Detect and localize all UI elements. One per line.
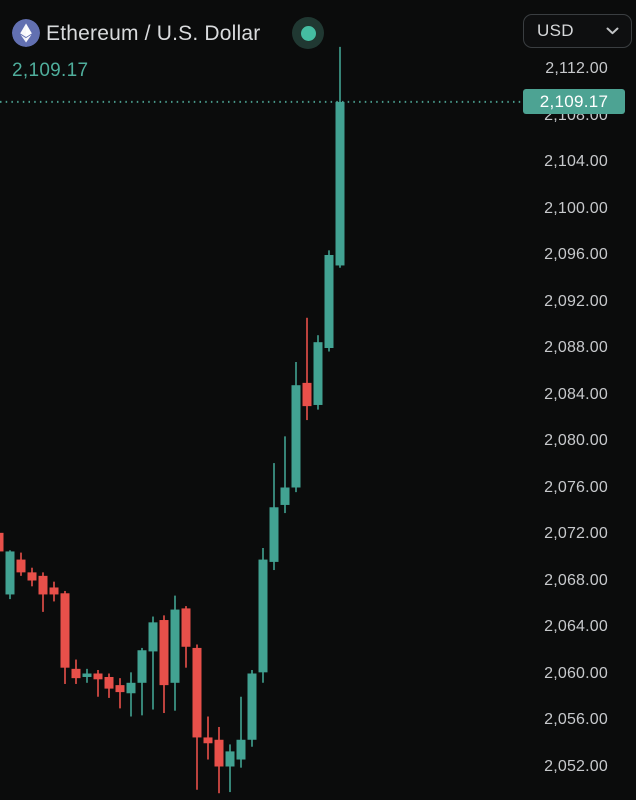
- price-axis-label: 2,104.00: [544, 153, 608, 170]
- price-axis-label: 2,068.00: [544, 571, 608, 589]
- candle-body: [82, 673, 92, 677]
- price-axis-label: 2,084.00: [544, 385, 608, 403]
- price-axis-label: 2,056.00: [544, 711, 608, 728]
- price-axis-label: 2,100.00: [544, 199, 608, 217]
- candle-body: [5, 551, 15, 595]
- candle-body: [93, 673, 103, 680]
- last-price: 2,109.17: [12, 60, 89, 81]
- live-dot-icon[interactable]: [292, 17, 324, 49]
- live-dot-inner: [300, 25, 316, 41]
- price-axis-label: 2,076.00: [544, 478, 608, 496]
- candle-body: [280, 487, 290, 505]
- candle-body: [0, 532, 4, 552]
- candle-body: [192, 647, 202, 738]
- candle-body: [291, 385, 301, 488]
- candle-body: [236, 739, 246, 760]
- current-price-badge: 2,109.17: [523, 89, 625, 115]
- candle-body: [258, 559, 268, 673]
- ethereum-icon: [12, 19, 40, 47]
- candle-body: [148, 622, 158, 652]
- price-axis-label: 2,080.00: [544, 432, 608, 449]
- candle-body: [302, 382, 312, 407]
- price-axis-label: 2,072.00: [544, 525, 608, 542]
- price-axis-label: 2,092.00: [544, 292, 608, 310]
- price-axis-label: 2,088.00: [544, 339, 608, 356]
- candle-body: [27, 572, 37, 581]
- candle-body: [60, 593, 70, 668]
- candle-body: [38, 575, 48, 595]
- candle-body: [313, 342, 323, 405]
- chevron-down-icon: [606, 27, 619, 35]
- candle-body: [115, 685, 125, 693]
- candle-body: [71, 668, 81, 679]
- candle-body: [214, 739, 224, 767]
- candle-body: [104, 676, 114, 689]
- currency-dropdown[interactable]: USD: [523, 14, 632, 48]
- currency-value: USD: [537, 21, 574, 40]
- candle-body: [137, 650, 147, 683]
- price-axis-label: 2,060.00: [544, 664, 608, 682]
- price-axis-label: 2,064.00: [544, 618, 608, 635]
- candle-body: [49, 587, 59, 595]
- candle-body: [203, 737, 213, 744]
- candle-body: [181, 608, 191, 647]
- candle-body: [170, 609, 180, 683]
- candle-body: [16, 559, 26, 573]
- candle-body: [225, 751, 235, 767]
- candle-body: [159, 620, 169, 686]
- price-axis-label: 2,052.00: [544, 757, 608, 775]
- symbol-title: Ethereum / U.S. Dollar: [46, 22, 261, 45]
- price-axis-label: 2,096.00: [544, 246, 608, 263]
- candle-body: [269, 507, 279, 562]
- candle-body: [247, 673, 257, 740]
- candle-body: [335, 101, 345, 266]
- price-axis-label: 2,112.00: [545, 60, 608, 77]
- candle-body: [126, 682, 136, 694]
- candle-body: [324, 255, 334, 348]
